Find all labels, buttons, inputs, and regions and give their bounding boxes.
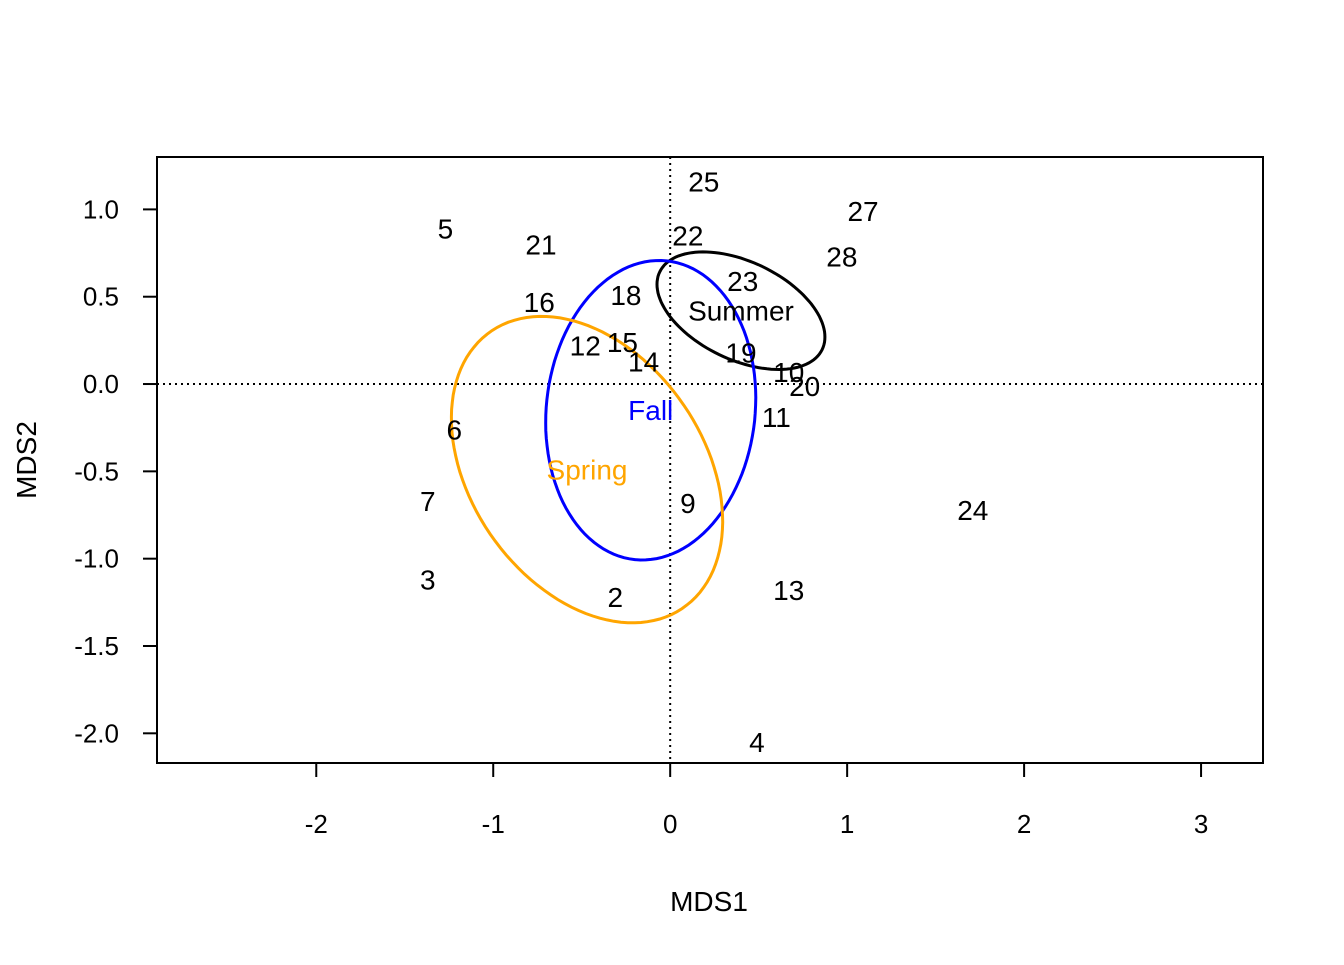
group-ellipses-layer (449, 250, 827, 625)
site-label-20: 20 (789, 371, 820, 402)
x-tick-label: 2 (1017, 809, 1031, 839)
reference-lines-layer (157, 157, 1263, 763)
site-label-21: 21 (525, 229, 556, 260)
site-label-9: 9 (680, 488, 696, 519)
site-label-16: 16 (524, 287, 555, 318)
site-label-15: 15 (607, 327, 638, 358)
y-tick-label: 0.0 (83, 369, 119, 399)
y-axis-title: MDS2 (11, 421, 42, 499)
site-label-11: 11 (762, 402, 791, 433)
site-label-13: 13 (773, 575, 804, 606)
group-label-spring: Spring (547, 455, 628, 486)
group-label-fall: Fall (628, 395, 673, 426)
site-label-6: 6 (447, 414, 463, 445)
site-label-18: 18 (610, 280, 641, 311)
ellipse-spring (449, 314, 725, 625)
x-axis-title: MDS1 (670, 886, 748, 917)
y-axis: 1.0 0.5 0.0 -0.5 -1.0 -1.5 -2.0 (74, 194, 158, 748)
x-tick-label: -1 (482, 809, 505, 839)
y-tick-label: 1.0 (83, 194, 119, 224)
site-label-25: 25 (688, 166, 719, 197)
y-tick-label: 0.5 (83, 282, 119, 312)
site-label-14: 14 (628, 346, 659, 377)
site-label-12: 12 (570, 331, 601, 362)
site-label-27: 27 (847, 196, 878, 227)
x-axis: -2 -1 0 1 2 3 (305, 762, 1208, 839)
group-label-summer: Summer (688, 296, 794, 327)
x-tick-label: -2 (305, 809, 328, 839)
x-tick-label: 0 (663, 809, 677, 839)
ellipse-fall (544, 258, 758, 562)
site-label-10: 10 (773, 357, 804, 388)
y-tick-label: -2.0 (74, 718, 119, 748)
site-label-19: 19 (725, 338, 756, 369)
y-tick-label: -1.5 (74, 631, 119, 661)
site-label-22: 22 (672, 221, 703, 252)
site-label-2: 2 (608, 582, 624, 613)
y-tick-label: -1.0 (74, 544, 119, 574)
plot-frame (156, 156, 1264, 764)
site-label-28: 28 (826, 242, 857, 273)
site-label-3: 3 (420, 565, 436, 596)
site-label-5: 5 (438, 214, 454, 245)
site-label-4: 4 (749, 727, 765, 758)
site-label-23: 23 (727, 266, 758, 297)
ellipse-summer (655, 250, 827, 372)
x-tick-label: 3 (1194, 809, 1208, 839)
site-label-7: 7 (420, 486, 436, 517)
x-tick-label: 1 (840, 809, 854, 839)
y-tick-label: -0.5 (74, 456, 119, 486)
site-label-24: 24 (957, 495, 988, 526)
